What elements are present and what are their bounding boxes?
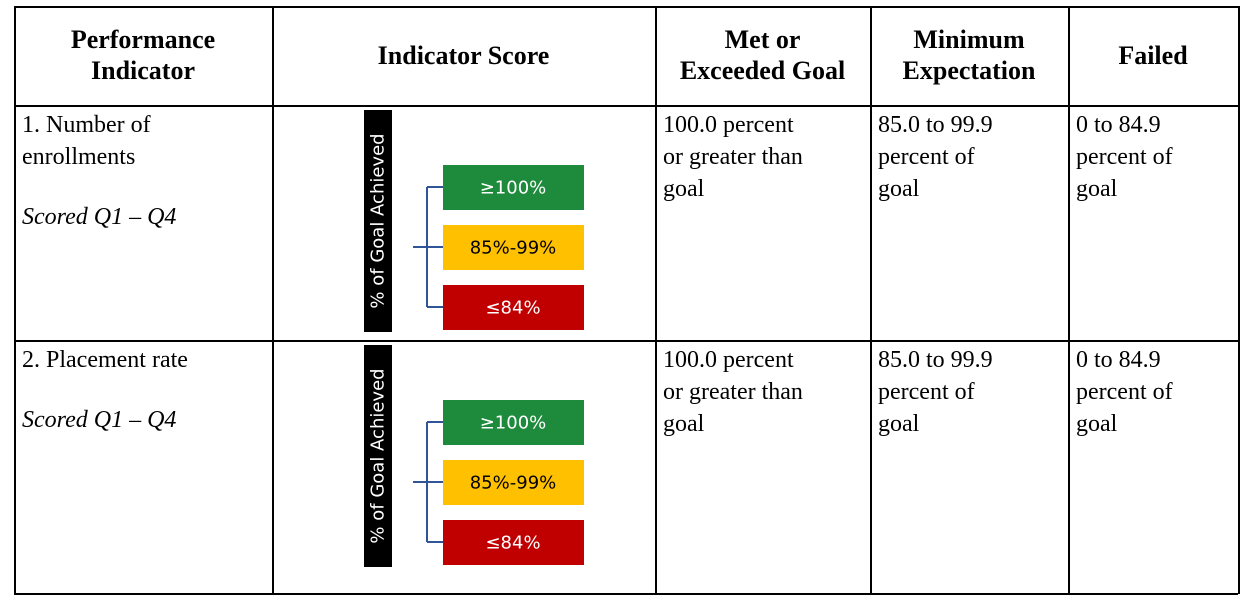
- met-text: 100.0 percent: [663, 347, 794, 373]
- failed-text: percent of: [1076, 144, 1173, 170]
- row-border: [14, 105, 1238, 107]
- level-box: [443, 460, 584, 505]
- header-text: Indicator: [91, 56, 195, 85]
- column-border: [1068, 6, 1070, 594]
- minimum-text: 85.0 to 99.9: [878, 112, 993, 138]
- level-box: [443, 285, 584, 330]
- axis-label: % of Goal Achieved: [368, 133, 389, 308]
- failed-text: goal: [1076, 411, 1118, 437]
- level-label: ≤84%: [485, 298, 540, 319]
- minimum-text: percent of: [878, 379, 975, 405]
- met-text: 100.0 percent: [663, 112, 794, 138]
- header-text: Indicator Score: [377, 41, 550, 70]
- scored-text: Scored Q1 – Q4: [22, 204, 177, 230]
- level-label: ≤84%: [485, 533, 540, 554]
- met-text: goal: [663, 176, 705, 202]
- column-border: [1238, 6, 1240, 594]
- indicator-text: enrollments: [22, 144, 136, 170]
- met-text: or greater than: [663, 144, 803, 170]
- minimum-text: 85.0 to 99.9: [878, 347, 993, 373]
- minimum-text: goal: [878, 411, 920, 437]
- column-border: [272, 6, 274, 594]
- axis-bar: [364, 345, 392, 567]
- level-box: [443, 520, 584, 565]
- indicator-scale: % of Goal Achieved ≥100% 85%-99% ≤84%: [364, 345, 584, 567]
- scored-text: Scored Q1 – Q4: [22, 407, 177, 433]
- level-box: [443, 225, 584, 270]
- axis-bar: [364, 110, 392, 332]
- indicator-scale: % of Goal Achieved ≥100% 85%-99% ≤84%: [364, 110, 584, 332]
- row-border: [14, 6, 1238, 8]
- level-label: 85%-99%: [470, 473, 557, 494]
- level-box: [443, 400, 584, 445]
- minimum-text: percent of: [878, 144, 975, 170]
- axis-label: % of Goal Achieved: [368, 368, 389, 543]
- indicator-text: 2. Placement rate: [22, 347, 188, 373]
- header-text: Expectation: [902, 56, 1036, 85]
- failed-text: 0 to 84.9: [1076, 347, 1161, 373]
- header-text: Exceeded Goal: [679, 56, 846, 85]
- met-text: goal: [663, 411, 705, 437]
- level-label: ≥100%: [480, 413, 547, 434]
- minimum-text: goal: [878, 176, 920, 202]
- column-border: [14, 6, 16, 594]
- failed-text: goal: [1076, 176, 1118, 202]
- row-border: [14, 340, 1238, 342]
- level-label: 85%-99%: [470, 238, 557, 259]
- header-text: Minimum: [913, 25, 1025, 54]
- failed-text: percent of: [1076, 379, 1173, 405]
- header-text: Met or: [724, 25, 801, 54]
- header-text: Performance: [70, 25, 216, 54]
- column-border: [655, 6, 657, 594]
- failed-text: 0 to 84.9: [1076, 112, 1161, 138]
- met-text: or greater than: [663, 379, 803, 405]
- column-border: [870, 6, 872, 594]
- level-box: [443, 165, 584, 210]
- header-text: Failed: [1118, 41, 1188, 70]
- level-label: ≥100%: [480, 178, 547, 199]
- indicator-text: 1. Number of: [22, 112, 151, 138]
